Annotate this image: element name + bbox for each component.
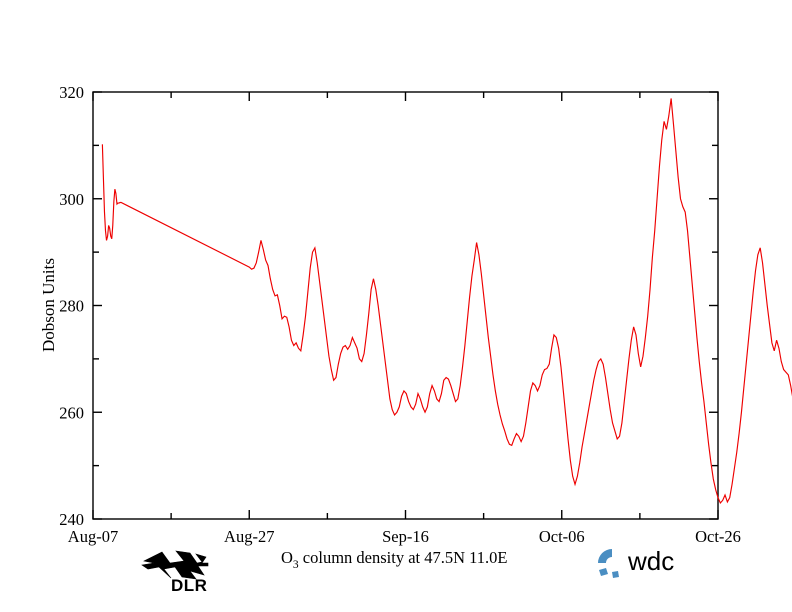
y-axis-title: Dobson Units [39, 258, 58, 352]
x-tick-label: Oct-06 [539, 527, 585, 546]
y-axis-minor-ticks [93, 144, 718, 467]
x-axis-title-subscript: 3 [293, 559, 299, 571]
dlr-mark-icon [141, 550, 209, 580]
x-tick-label: Sep-16 [382, 527, 429, 546]
plot-frame [92, 91, 719, 520]
y-axis-tick-labels: 240 260 280 300 320 [59, 83, 84, 529]
dlr-label: DLR [171, 576, 208, 595]
y-tick-label: 240 [59, 510, 84, 529]
svg-text:O3 column density at 47.5N 11.: O3 column density at 47.5N 11.0E [281, 548, 508, 571]
x-axis-title-rest: column density at 47.5N 11.0E [299, 548, 508, 567]
x-tick-label: Aug-07 [68, 527, 118, 546]
dlr-logo: DLR [140, 549, 220, 601]
x-axis-major-ticks [92, 92, 719, 519]
y-tick-label: 260 [59, 403, 84, 422]
y-tick-label: 300 [59, 190, 84, 209]
x-axis-title: O3 column density at 47.5N 11.0E [281, 548, 508, 571]
wdc-logo: wdc [592, 545, 692, 593]
x-axis-title-main: O [281, 548, 293, 567]
x-axis-minor-ticks [170, 92, 641, 519]
x-tick-label: Aug-27 [224, 527, 274, 546]
wdc-arc-icon [598, 549, 619, 578]
x-tick-label: Oct-26 [695, 527, 741, 546]
y-tick-label: 280 [59, 297, 84, 316]
x-axis-tick-labels: Aug-07 Aug-27 Sep-16 Oct-06 Oct-26 [68, 527, 741, 546]
y-tick-label: 320 [59, 83, 84, 102]
wdc-label: wdc [628, 546, 675, 576]
y-axis-major-ticks [93, 91, 718, 520]
data-series-line [101, 98, 792, 505]
